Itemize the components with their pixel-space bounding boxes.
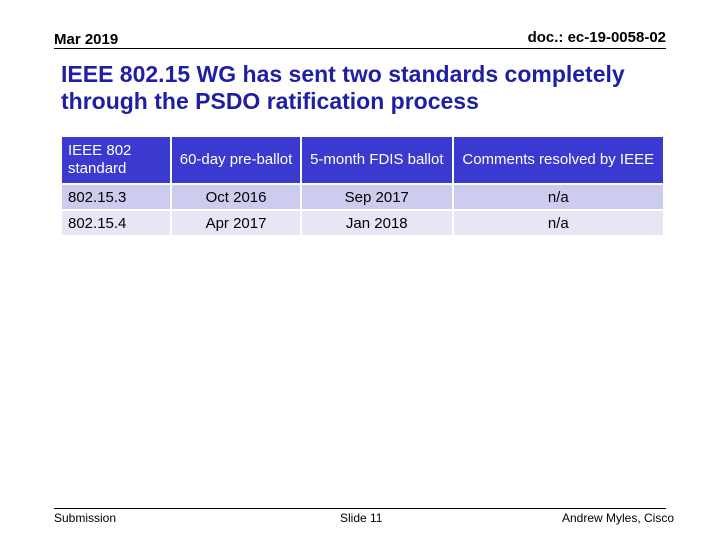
header-rule — [54, 48, 666, 49]
header-doc-id: doc.: ec-19-0058-02 — [527, 29, 666, 46]
table-cell: Sep 2017 — [302, 185, 452, 209]
table-header-row: IEEE 802 standard 60-day pre-ballot 5-mo… — [62, 137, 663, 183]
slide-title: IEEE 802.15 WG has sent two standards co… — [61, 61, 625, 114]
header-cell: Comments resolved by IEEE — [453, 137, 663, 183]
footer-rule — [54, 508, 666, 509]
table-cell: n/a — [453, 185, 663, 209]
footer-author: Andrew Myles, Cisco — [561, 511, 674, 525]
table-cell: 802.15.3 — [62, 185, 170, 209]
ratification-table: IEEE 802 standard 60-day pre-ballot 5-mo… — [60, 135, 665, 237]
table-row: 802.15.4 Apr 2017 Jan 2018 n/a — [62, 211, 663, 235]
table-row: 802.15.3 Oct 2016 Sep 2017 n/a — [62, 185, 663, 209]
table-cell: Apr 2017 — [172, 211, 301, 235]
header-cell: 5-month FDIS ballot — [302, 137, 452, 183]
table-cell: 802.15.4 — [62, 211, 170, 235]
table-cell: n/a — [453, 211, 663, 235]
footer-submission: Submission — [54, 511, 117, 525]
header-date: Mar 2019 — [54, 31, 119, 48]
footer-slide-number: Slide 11 — [340, 511, 383, 525]
table-cell: Oct 2016 — [172, 185, 301, 209]
header-cell: 60-day pre-ballot — [172, 137, 301, 183]
header-cell: IEEE 802 standard — [62, 137, 170, 183]
table-cell: Jan 2018 — [302, 211, 452, 235]
